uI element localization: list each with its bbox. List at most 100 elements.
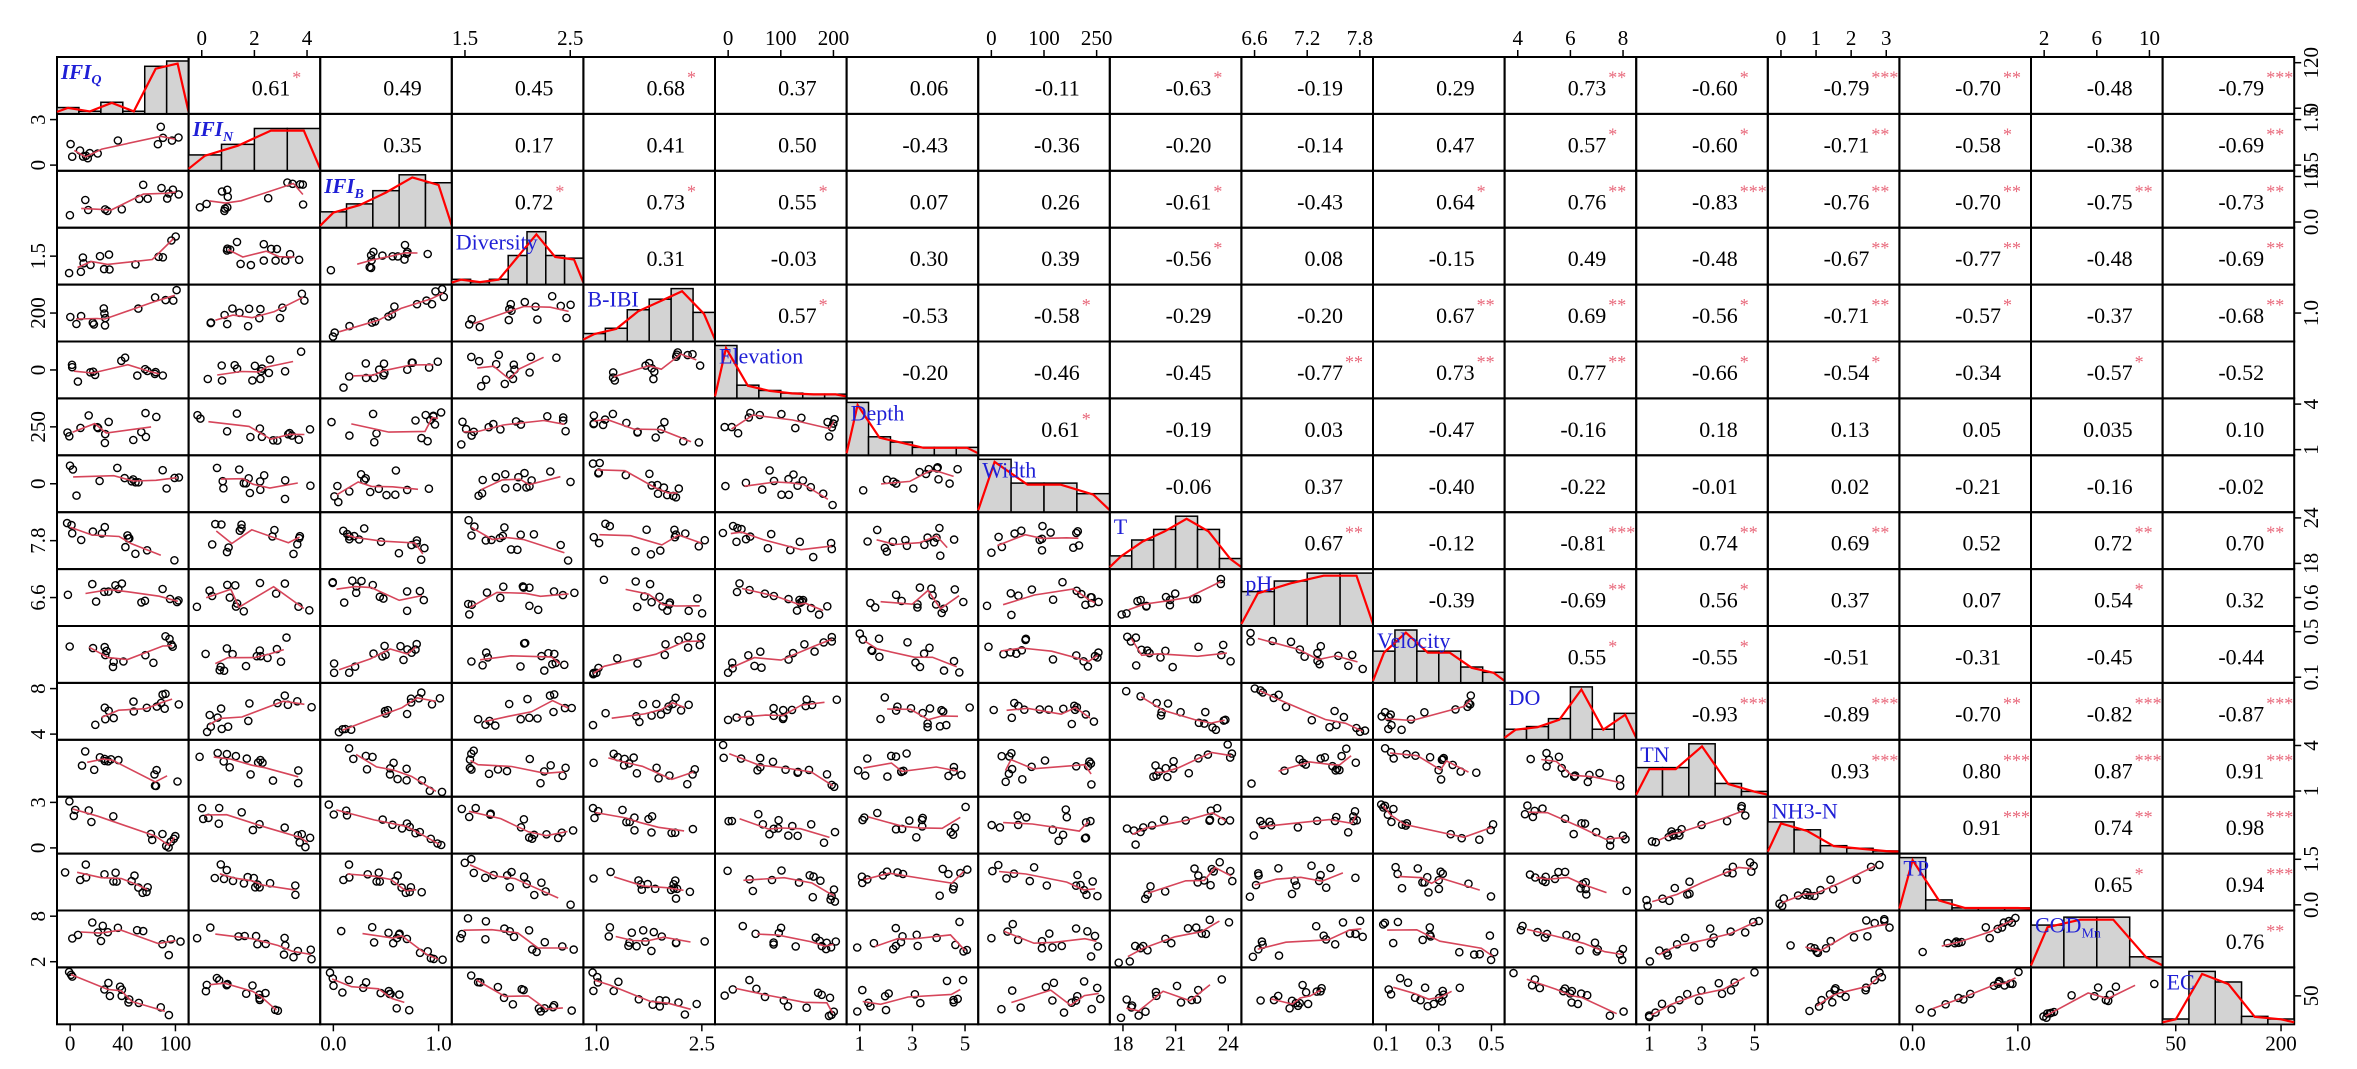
scatter-point (806, 820, 816, 829)
scatter-point (1575, 946, 1584, 955)
scatter-point (987, 820, 997, 830)
scatter-point (164, 950, 174, 960)
scatter-point (776, 923, 786, 933)
correlation-value: -0.44 (2218, 644, 2264, 669)
scatter-point (1007, 986, 1017, 995)
scatter-point (328, 332, 338, 341)
cell-width-do: -0.22 (1503, 454, 1638, 514)
cell-velocity-do: 0.55 * (1503, 625, 1638, 684)
scatter-point (958, 975, 968, 985)
correlation-value: -0.15 (1429, 246, 1475, 271)
scatter-point (532, 947, 541, 957)
cell-frame (1108, 852, 1243, 912)
scatter-point (755, 753, 765, 763)
loess-line (479, 654, 561, 665)
cell-frame (1503, 738, 1638, 798)
scatter-point (289, 952, 298, 962)
cell-b-ibi-t: -0.29 (1108, 283, 1243, 343)
cell-tn-velocity (1372, 738, 1506, 798)
cell-ifi-q-t: -0.63 * (1108, 56, 1243, 115)
cell-tn-t (1108, 738, 1243, 798)
cell-ifi-b-nh3-n: -0.76 ** (1766, 169, 1901, 229)
scatter-point (458, 417, 467, 427)
cell-frame (582, 852, 717, 912)
cell-ifi-n-depth: -0.43 (845, 112, 980, 172)
cell-b-ibi-width: -0.58 * (977, 283, 1111, 343)
correlation-value: -0.76 (1824, 189, 1870, 214)
scatter-point (500, 469, 510, 479)
scatter-point (880, 693, 890, 702)
scatter-point (1307, 715, 1317, 725)
cell-t-depth (845, 511, 980, 571)
scatter-point (608, 368, 618, 377)
correlation-value: -0.61 (1166, 189, 1212, 214)
loess-line (864, 640, 957, 668)
scatter-point (1248, 952, 1258, 962)
correlation-value: -0.48 (2087, 246, 2133, 271)
scatter-point (789, 470, 798, 479)
scatter-point (466, 352, 476, 362)
scatter-point (1429, 999, 1439, 1009)
scatter-point (1273, 991, 1283, 1001)
significance-stars: * (1477, 181, 1486, 201)
significance-stars: ** (1871, 181, 1889, 201)
scatter-point (654, 774, 663, 783)
loess-line (862, 988, 961, 1006)
cell-depth-do: -0.16 (1503, 397, 1638, 457)
scatter-point (174, 190, 183, 199)
scatter-point (143, 366, 152, 376)
scatter-point (66, 970, 76, 980)
cell-t-ec: 0.70 ** (2161, 511, 2296, 571)
scatter-point (905, 816, 914, 825)
scatter-point (1683, 890, 1692, 899)
scatter-point (393, 252, 403, 261)
scatter-point (216, 662, 225, 672)
scatter-point (566, 300, 575, 310)
scatter-point (246, 260, 256, 270)
scatter-point (361, 978, 371, 987)
correlation-value: -0.70 (1955, 75, 2001, 100)
correlation-value: -0.47 (1429, 417, 1475, 442)
scatter-point (601, 708, 610, 718)
scatter-point (147, 835, 157, 845)
scatter-point (1274, 951, 1284, 960)
scatter-point (913, 941, 923, 951)
scatter-point (1071, 924, 1081, 933)
scatter-point (1083, 662, 1093, 671)
cell-tp-t (1108, 852, 1243, 912)
significance-stars: ** (2266, 523, 2284, 543)
scatter-point (466, 854, 476, 864)
variable-label: B-IBI (587, 287, 638, 312)
scatter-point (1863, 932, 1872, 941)
scatter-point (220, 310, 229, 320)
scatter-point (244, 304, 254, 314)
significance-stars: ** (1345, 352, 1363, 372)
significance-stars: ** (1871, 523, 1889, 543)
scatter-point (248, 376, 257, 385)
scatter-point (438, 955, 447, 965)
histogram-bar (1688, 743, 1716, 798)
scatter-point (1595, 768, 1604, 778)
loess-line (1258, 815, 1357, 828)
cell-frame (977, 966, 1111, 1026)
scatter-point (141, 408, 150, 418)
scatter-point (300, 296, 309, 305)
scatter-point (545, 691, 555, 700)
cell-ph-b-ibi (582, 568, 717, 627)
cell-cod-mn-ifi-q (56, 909, 190, 969)
scatter-point (67, 520, 76, 530)
cell-cod-mn-do (1503, 909, 1638, 969)
scatter-point (137, 598, 146, 607)
cell-depth-elevation (714, 397, 848, 457)
scatter-point (670, 525, 679, 535)
axis-tick-label: 0 (986, 26, 997, 50)
scatter-point (344, 860, 354, 869)
scatter-point (1029, 863, 1039, 872)
scatter-point (1749, 917, 1758, 927)
significance-stars: ** (2003, 67, 2021, 87)
scatter-point (104, 978, 113, 988)
scatter-point (1518, 921, 1527, 931)
correlation-value: 0.32 (2226, 588, 2265, 613)
correlation-value: -0.36 (1034, 132, 1080, 157)
